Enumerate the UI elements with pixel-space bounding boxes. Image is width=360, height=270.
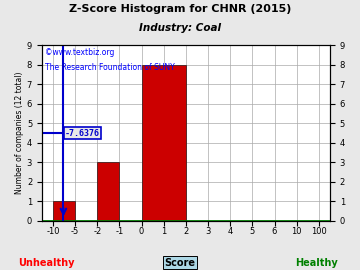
- Text: Unhealthy: Unhealthy: [19, 258, 75, 268]
- Text: Z-Score Histogram for CHNR (2015): Z-Score Histogram for CHNR (2015): [69, 4, 291, 14]
- Text: Healthy: Healthy: [296, 258, 338, 268]
- Y-axis label: Number of companies (12 total): Number of companies (12 total): [15, 72, 24, 194]
- Bar: [141, 65, 186, 221]
- Text: Industry: Coal: Industry: Coal: [139, 23, 221, 33]
- Bar: [97, 162, 120, 221]
- Bar: [53, 201, 75, 221]
- Text: ©www.textbiz.org: ©www.textbiz.org: [45, 48, 114, 57]
- Text: Score: Score: [165, 258, 195, 268]
- Text: -7.6376: -7.6376: [65, 129, 100, 138]
- Text: The Research Foundation of SUNY: The Research Foundation of SUNY: [45, 63, 175, 72]
